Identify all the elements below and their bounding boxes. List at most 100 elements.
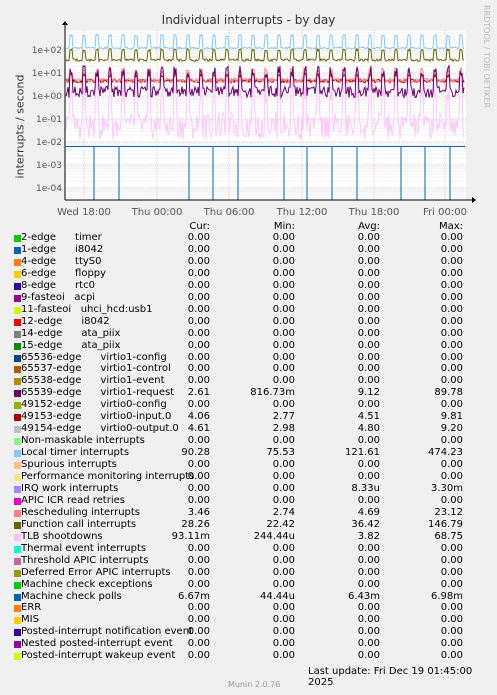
legend-cur-value: 0.00 [187,614,210,626]
legend-min-value: 816.73m [250,387,295,399]
legend-max-value: 0.00 [440,471,463,482]
legend-swatch [14,629,21,637]
legend-max-value: 0.00 [440,650,463,662]
legend-max-value: 0.00 [440,614,463,626]
legend-swatch [14,641,21,649]
legend-max-value: 0.00 [440,399,463,411]
legend-max-value: 0.00 [440,363,463,375]
legend-min-value: 0.00 [272,494,295,506]
y-tick-label: 1e+01 [32,69,62,79]
legend-cur-value: 0.00 [187,602,210,614]
legend-series-name: 11-fasteoi uhci_hcd:usb1 [21,303,153,315]
legend-max-value: 0.00 [440,291,463,303]
legend-max-value: 89.78 [434,387,463,399]
legend-min-value: 0.00 [272,232,295,243]
legend-avg-value: 0.00 [357,339,380,351]
legend-avg-value: 0.00 [357,327,380,339]
legend-swatch [14,557,21,565]
legend-min-value: 0.00 [272,339,295,351]
x-tick-label: Thu 00:00 [131,207,183,218]
legend-min-value: 0.00 [272,554,295,566]
legend-avg-value: 0.00 [357,243,380,255]
legend-min-value: 0.00 [272,566,295,578]
legend-swatch [14,235,21,242]
legend-cur-value: 0.00 [187,435,210,447]
legend-avg-value: 0.00 [357,471,380,482]
legend-swatch [14,462,21,470]
legend-swatch [14,521,21,529]
legend-series-name: Performance monitoring interrupts [21,471,195,482]
legend-series-name: Machine check polls [21,590,122,602]
legend-series-name: IRQ work interrupts [21,482,119,494]
legend-cur-value: 0.00 [187,638,210,650]
legend-swatch [14,569,21,577]
legend-min-value: 0.00 [272,542,295,554]
y-tick-label: 1e-02 [36,138,62,148]
legend-min-value: 2.77 [272,411,295,423]
legend-series-name: 49154-edge virtio0-output.0 [21,423,179,435]
legend-max-value: 9.81 [440,411,463,423]
legend-max-value: 0.00 [440,255,463,267]
legend-series-name: 65536-edge virtio1-config [21,351,167,363]
legend-series-name: 65539-edge virtio1-request [21,387,175,399]
legend-avg-value: 0.00 [357,351,380,363]
legend-max-value: 0.00 [440,315,463,327]
legend-cur-value: 2.61 [187,387,210,399]
legend-series-name: MIS [21,614,39,626]
legend-swatch [14,497,21,505]
legend-cur-value: 0.00 [187,232,210,243]
legend-min-value: 0.00 [272,303,295,315]
legend-max-value: 0.00 [440,243,463,255]
legend-avg-value: 3.82 [357,530,380,542]
legend-max-value: 0.00 [440,566,463,578]
legend-cur-value: 0.00 [187,303,210,315]
legend-series-name: 4-edge ttyS0 [21,255,102,267]
legend-min-value: 44.44u [260,590,295,602]
legend-avg-value: 0.00 [357,279,380,291]
legend-max-value: 146.79 [428,518,463,530]
legend-swatch [14,258,21,266]
legend-series-name: Non-maskable interrupts [21,435,145,447]
legend-series-name: 14-edge ata_piix [21,327,121,339]
legend-column-header: Avg: [358,221,380,232]
legend-series-name: Function call interrupts [21,518,137,530]
legend-avg-value: 0.00 [357,255,380,267]
legend-avg-value: 0.00 [357,232,380,243]
munin-version: Munin 2.0.76 [228,680,281,689]
legend-swatch [14,390,21,398]
legend-max-value: 0.00 [440,232,463,243]
legend-swatch [14,533,21,541]
legend-max-value: 0.00 [440,602,463,614]
legend-series-name: Nested posted-interrupt event [21,638,173,650]
legend-min-value: 2.74 [272,506,295,518]
legend-min-value: 244.44u [253,530,295,542]
legend-avg-value: 0.00 [357,578,380,590]
legend-min-value: 0.00 [272,602,295,614]
legend-max-value: 23.12 [434,506,463,518]
legend-max-value: 0.00 [440,339,463,351]
legend-cur-value: 28.26 [181,518,210,530]
y-tick-label: 1e-04 [36,184,62,194]
legend-swatch [14,282,21,290]
legend-cur-value: 0.00 [187,566,210,578]
legend-cur-value: 0.00 [187,339,210,351]
legend-min-value: 0.00 [272,482,295,494]
legend-swatch [14,294,21,302]
legend-series-name: Deferred Error APIC interrupts [21,566,171,578]
legend-avg-value: 0.00 [357,315,380,327]
legend-cur-value: 0.00 [187,315,210,327]
legend-avg-value: 4.51 [357,411,380,423]
legend-cur-value: 0.00 [187,650,210,662]
legend-swatch [14,605,21,613]
legend-series-name: 12-edge i8042 [21,315,110,327]
legend-cur-value: 3.46 [187,506,210,518]
legend-avg-value: 6.43m [347,590,380,602]
legend-max-value: 9.20 [440,423,463,435]
legend-avg-value: 0.00 [357,399,380,411]
legend-swatch [14,474,21,481]
legend-cur-value: 6.67m [177,590,210,602]
rrdtool-credit: RRDTOOL / TOBI OETIKER [482,5,491,109]
legend-series-name: Threshold APIC interrupts [21,554,149,566]
legend-swatch [14,450,21,458]
legend-cur-value: 0.00 [187,243,210,255]
